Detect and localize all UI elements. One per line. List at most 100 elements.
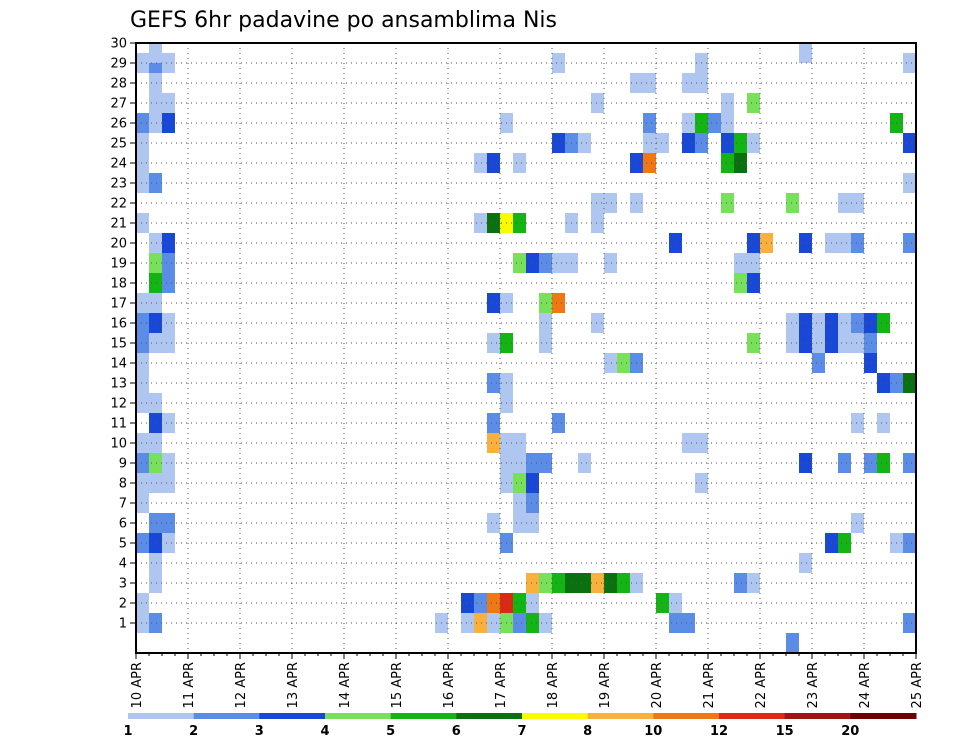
heatmap-cell (578, 133, 591, 153)
heatmap-cell (721, 193, 734, 213)
heatmap-cell (721, 113, 734, 133)
heatmap-cell (136, 173, 149, 193)
heatmap-cell (162, 253, 175, 273)
heatmap-cell (604, 573, 617, 593)
legend-label: 1 (123, 724, 132, 739)
x-tick-label: 10 APR (130, 662, 145, 708)
heatmap-cell (513, 253, 526, 273)
heatmap-cell (903, 373, 916, 393)
heatmap-cell (851, 233, 864, 253)
heatmap-cell (617, 353, 630, 373)
heatmap-cell (851, 413, 864, 433)
heatmap-cell (149, 473, 162, 493)
heatmap-cell (877, 313, 890, 333)
heatmap-cell (149, 93, 162, 113)
heatmap-cell (149, 73, 162, 93)
heatmap-cell (149, 613, 162, 633)
heatmap-cell (149, 453, 162, 473)
heatmap-cell (136, 433, 149, 453)
heatmap-cell (136, 313, 149, 333)
y-tick-label: 26 (110, 117, 127, 132)
heatmap-cell (604, 353, 617, 373)
heatmap-cell (162, 233, 175, 253)
y-tick-label: 4 (119, 557, 127, 572)
x-tick-label: 21 APR (702, 662, 717, 708)
heatmap-cell (149, 573, 162, 593)
heatmap-cell (669, 613, 682, 633)
heatmap-cell (136, 493, 149, 513)
legend-swatch (653, 713, 720, 719)
x-axis: 10 APR 11 APR 12 APR 13 APR 14 APR 15 APR 16 A… (130, 653, 925, 708)
heatmap-cell (552, 53, 565, 73)
y-tick-label: 3 (119, 577, 127, 592)
heatmap-cell (487, 293, 500, 313)
heatmap-cell (539, 313, 552, 333)
heatmap-cell (708, 113, 721, 133)
heatmap-cell (799, 553, 812, 573)
heatmap-cell (513, 593, 526, 613)
heatmap-cell (656, 593, 669, 613)
heatmap-cell (643, 133, 656, 153)
heatmap-cell (149, 313, 162, 333)
heatmap-cell (721, 153, 734, 173)
heatmap-cell (734, 273, 747, 293)
heatmap-cell (643, 73, 656, 93)
heatmap-cell (149, 513, 162, 533)
heatmap-cell (162, 473, 175, 493)
x-tick-label: 20 APR (650, 662, 665, 708)
y-tick-label: 24 (110, 157, 127, 172)
legend-label: 8 (583, 724, 592, 739)
heatmap-cell (786, 313, 799, 333)
y-tick-label: 20 (110, 237, 127, 252)
heatmap-cell (149, 43, 162, 63)
heatmap-cell (591, 313, 604, 333)
heatmap-cell (539, 613, 552, 633)
heatmap-cell (903, 233, 916, 253)
heatmap-cell (474, 213, 487, 233)
y-tick-label: 11 (110, 417, 127, 432)
heatmap-cell (526, 573, 539, 593)
heatmap-cell (513, 453, 526, 473)
heatmap-cell (162, 333, 175, 353)
x-tick-label: 12 APR (234, 662, 249, 708)
heatmap-cell (864, 353, 877, 373)
heatmap-cell (786, 333, 799, 353)
legend-swatch (390, 713, 457, 719)
heatmap-cell (578, 573, 591, 593)
heatmap-cell (591, 213, 604, 233)
heatmap-cell (903, 53, 916, 73)
heatmap-cell (513, 613, 526, 633)
heatmap-cell (721, 133, 734, 153)
heatmap-cell (682, 613, 695, 633)
heatmap-cell (552, 413, 565, 433)
y-tick-label: 25 (110, 137, 127, 152)
y-tick-label: 21 (110, 217, 127, 232)
y-tick-label: 6 (119, 517, 127, 532)
y-tick-label: 10 (110, 437, 127, 452)
x-tick-label: 14 APR (338, 662, 353, 708)
heatmap-cell (903, 453, 916, 473)
y-tick-label: 18 (110, 277, 127, 292)
heatmap-cell (136, 393, 149, 413)
legend-label: 10 (644, 724, 662, 739)
heatmap-cell (643, 153, 656, 173)
heatmap-cell (799, 313, 812, 333)
heatmap-cell (149, 433, 162, 453)
heatmap-cell (136, 333, 149, 353)
heatmap-cell (136, 473, 149, 493)
heatmap-cell (851, 513, 864, 533)
heatmap-cell (799, 233, 812, 253)
heatmap-cell (149, 233, 162, 253)
heatmap-cell (149, 293, 162, 313)
heatmap-cell (149, 533, 162, 553)
grid-lines (136, 42, 916, 653)
heatmap-cell (474, 593, 487, 613)
heatmap-cell (526, 593, 539, 613)
legend-label: 2 (189, 724, 198, 739)
heatmap-cell (149, 113, 162, 133)
heatmap-cell (799, 333, 812, 353)
heatmap-cell (526, 613, 539, 633)
heatmap-cell (838, 333, 851, 353)
heatmap-cell (812, 333, 825, 353)
heatmap-cell (136, 53, 149, 73)
